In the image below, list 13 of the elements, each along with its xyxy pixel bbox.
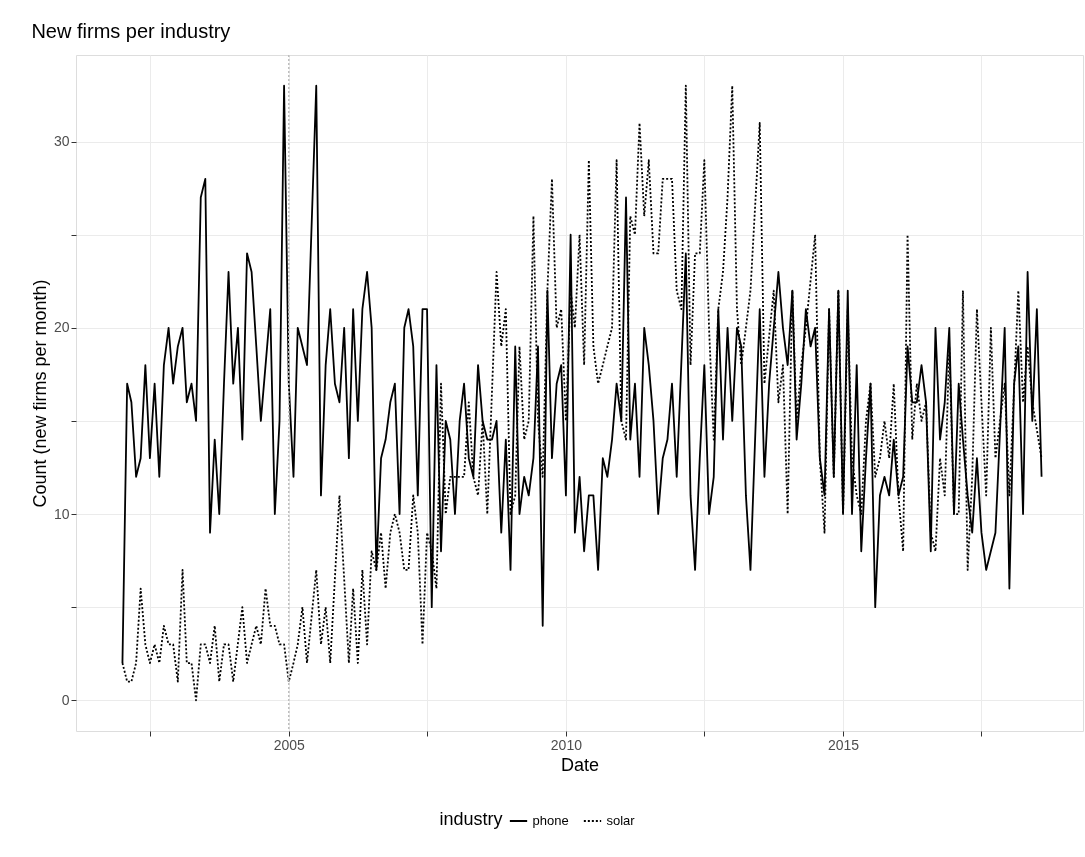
x-axis-title: Date: [560, 754, 600, 775]
x-tick-label: 2015: [827, 736, 860, 753]
y-tick-label: 0: [61, 691, 70, 708]
x-tick-label: 2005: [273, 736, 306, 753]
y-tick-label: 10: [53, 505, 70, 522]
chart-title: New firms per industry: [31, 20, 231, 43]
y-tick-label: 30: [53, 133, 70, 150]
legend-label: phone: [532, 813, 569, 828]
x-tick-label: 2010: [550, 736, 583, 753]
legend-title: industry: [439, 809, 503, 829]
y-axis-title: Count (new firms per month): [29, 279, 50, 508]
y-tick-label: 20: [53, 319, 70, 336]
legend-label: solar: [606, 813, 636, 828]
